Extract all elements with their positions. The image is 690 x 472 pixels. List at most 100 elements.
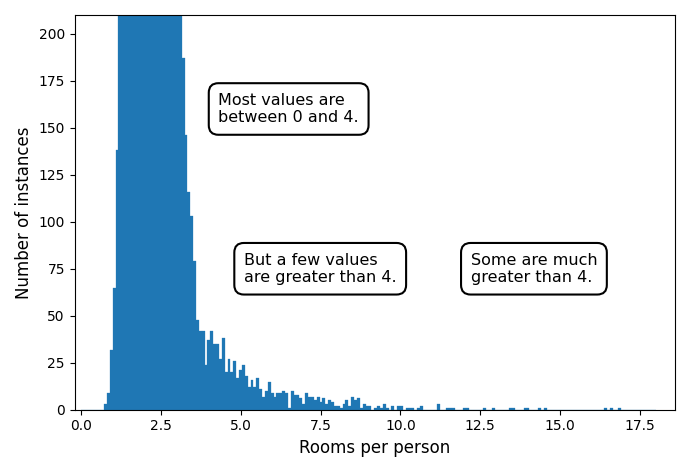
Bar (544, 408, 546, 410)
Bar (201, 331, 205, 410)
Bar (526, 408, 529, 410)
Bar (159, 0, 161, 410)
Bar (348, 406, 351, 410)
Bar (179, 0, 181, 410)
Bar (446, 408, 449, 410)
Bar (319, 402, 322, 410)
Bar (115, 151, 119, 410)
Bar (408, 408, 411, 410)
Bar (222, 338, 225, 410)
Bar (337, 406, 339, 410)
Bar (400, 406, 403, 410)
Bar (299, 398, 302, 410)
Bar (141, 0, 144, 410)
Bar (351, 396, 354, 410)
Bar (538, 408, 541, 410)
Bar (127, 0, 130, 410)
Bar (245, 376, 248, 410)
Bar (357, 398, 359, 410)
Bar (216, 344, 219, 410)
Bar (368, 406, 371, 410)
Bar (110, 350, 112, 410)
Text: But a few values
are greater than 4.: But a few values are greater than 4. (244, 253, 397, 285)
Bar (322, 398, 325, 410)
Bar (288, 408, 291, 410)
Bar (420, 406, 423, 410)
Bar (509, 408, 512, 410)
X-axis label: Rooms per person: Rooms per person (299, 439, 451, 457)
Bar (339, 408, 342, 410)
Bar (188, 192, 190, 410)
Bar (386, 408, 388, 410)
Bar (463, 408, 466, 410)
Bar (147, 0, 150, 410)
Bar (285, 393, 288, 410)
Bar (161, 0, 164, 410)
Bar (225, 372, 228, 410)
Bar (190, 216, 193, 410)
Bar (265, 391, 268, 410)
Bar (417, 408, 420, 410)
Bar (196, 320, 199, 410)
Bar (130, 0, 132, 410)
Bar (270, 393, 274, 410)
Bar (259, 389, 262, 410)
Bar (328, 400, 331, 410)
Bar (233, 361, 236, 410)
Bar (144, 0, 147, 410)
Bar (342, 404, 346, 410)
Bar (181, 58, 184, 410)
Bar (391, 406, 394, 410)
Bar (325, 404, 328, 410)
Bar (397, 406, 400, 410)
Bar (331, 402, 334, 410)
Bar (193, 261, 196, 410)
Bar (219, 359, 222, 410)
Bar (199, 331, 201, 410)
Bar (239, 370, 242, 410)
Bar (248, 387, 250, 410)
Bar (170, 0, 173, 410)
Bar (228, 359, 230, 410)
Bar (136, 0, 139, 410)
Bar (294, 395, 297, 410)
Bar (406, 408, 408, 410)
Bar (205, 364, 208, 410)
Bar (150, 0, 153, 410)
Bar (291, 391, 294, 410)
Bar (139, 0, 141, 410)
Bar (604, 408, 607, 410)
Bar (253, 387, 257, 410)
Bar (334, 406, 337, 410)
Bar (184, 135, 188, 410)
Bar (167, 0, 170, 410)
Bar (104, 404, 107, 410)
Bar (112, 287, 115, 410)
Bar (173, 0, 176, 410)
Bar (466, 408, 469, 410)
Bar (277, 393, 279, 410)
Bar (317, 396, 319, 410)
Bar (210, 331, 213, 410)
Bar (268, 381, 270, 410)
Bar (257, 378, 259, 410)
Bar (610, 408, 613, 410)
Bar (107, 393, 110, 410)
Bar (208, 340, 210, 410)
Bar (346, 400, 348, 410)
Bar (279, 393, 282, 410)
Bar (377, 406, 380, 410)
Bar (213, 344, 216, 410)
Bar (121, 0, 124, 410)
Bar (153, 0, 156, 410)
Bar (311, 396, 314, 410)
Bar (363, 404, 366, 410)
Bar (242, 364, 245, 410)
Bar (164, 0, 167, 410)
Bar (411, 408, 415, 410)
Bar (354, 400, 357, 410)
Bar (437, 404, 440, 410)
Bar (314, 400, 317, 410)
Bar (236, 378, 239, 410)
Bar (119, 0, 121, 410)
